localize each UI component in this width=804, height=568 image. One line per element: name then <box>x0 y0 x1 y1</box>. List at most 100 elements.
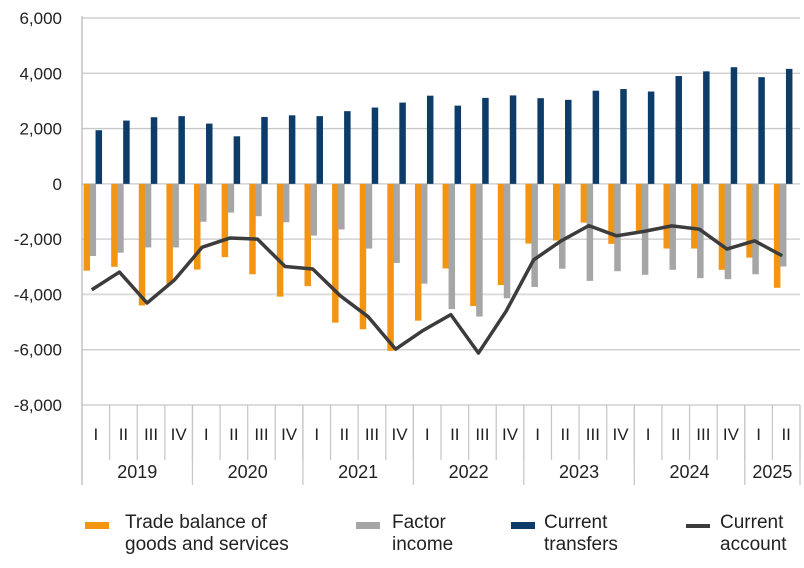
bar-current-transfers <box>288 115 296 184</box>
bar-current-transfers <box>482 97 489 184</box>
bar-factor-income <box>641 183 649 275</box>
x-tick-label-year: 2024 <box>670 462 710 482</box>
bar-trade-balance <box>442 183 450 269</box>
y-tick-label: -2,000 <box>14 230 62 249</box>
x-tick-label-year: 2025 <box>752 462 792 482</box>
x-tick-label-quarter: I <box>425 425 430 444</box>
bar-current-transfers <box>316 116 323 184</box>
bar-factor-income <box>724 183 732 280</box>
legend-label-current-transfers: Current transfers <box>544 512 618 555</box>
bar-factor-income <box>200 183 207 222</box>
y-tick-label: 6,000 <box>19 9 62 28</box>
bar-trade-balance <box>470 183 477 307</box>
x-tick-label-year: 2022 <box>449 462 489 482</box>
bar-trade-balance <box>332 183 339 323</box>
bar-trade-balance <box>83 183 91 271</box>
x-tick-label-quarter: III <box>144 425 158 444</box>
y-tick-label: 4,000 <box>19 64 62 83</box>
bar-current-transfers <box>454 105 462 184</box>
bar-current-transfers <box>178 116 185 184</box>
x-tick-label-year: 2021 <box>338 462 378 482</box>
x-tick-label-quarter: IV <box>723 425 740 444</box>
bar-factor-income <box>117 183 124 253</box>
y-tick-label: -8,000 <box>14 396 62 415</box>
bar-factor-income <box>227 183 235 213</box>
x-tick-label-quarter: III <box>475 425 489 444</box>
bar-factor-income <box>476 183 483 317</box>
x-tick-label-quarter: II <box>781 425 790 444</box>
bar-factor-income <box>779 183 787 267</box>
bar-current-transfers <box>371 107 379 184</box>
bar-current-transfers <box>620 89 627 184</box>
x-tick-label-quarter: I <box>314 425 319 444</box>
x-tick-label-quarter: II <box>450 425 459 444</box>
bar-factor-income <box>420 183 428 284</box>
x-tick-label-quarter: I <box>93 425 98 444</box>
x-tick-label-quarter: IV <box>281 425 298 444</box>
x-tick-label-quarter: I <box>646 425 651 444</box>
bar-current-transfers <box>233 136 241 184</box>
bar-trade-balance <box>525 183 532 244</box>
x-tick-label-year: 2019 <box>117 462 157 482</box>
bar-trade-balance <box>359 183 367 330</box>
bar-factor-income <box>310 183 317 236</box>
bar-trade-balance <box>580 183 588 223</box>
legend-swatch-current-account <box>686 524 710 528</box>
legend-swatch-trade-balance <box>85 522 109 529</box>
bar-current-transfers <box>565 99 572 184</box>
bar-factor-income <box>365 183 373 249</box>
bar-factor-income <box>448 183 456 310</box>
y-tick-label: -4,000 <box>14 285 62 304</box>
x-tick-label-quarter: I <box>756 425 761 444</box>
bar-factor-income <box>393 183 400 263</box>
bar-current-transfers <box>647 91 655 184</box>
x-tick-label-year: 2020 <box>228 462 268 482</box>
x-tick-label-quarter: III <box>586 425 600 444</box>
bar-factor-income <box>614 183 621 272</box>
x-tick-label-quarter: IV <box>392 425 409 444</box>
bar-current-transfers <box>206 123 213 184</box>
bar-trade-balance <box>773 183 781 288</box>
bar-trade-balance <box>608 183 615 244</box>
y-tick-label: 0 <box>53 175 62 194</box>
bar-trade-balance <box>194 183 201 270</box>
bar-trade-balance <box>497 183 505 286</box>
bar-current-transfers <box>509 95 517 184</box>
bar-trade-balance <box>663 183 670 249</box>
bar-trade-balance <box>718 183 726 270</box>
legend-swatch-current-transfers <box>511 522 535 529</box>
bar-current-transfers <box>703 71 710 184</box>
bar-trade-balance <box>221 183 229 258</box>
x-tick-label-quarter: II <box>561 425 570 444</box>
line-current-account <box>90 223 784 355</box>
x-tick-label-quarter: II <box>119 425 128 444</box>
bar-trade-balance <box>276 183 284 297</box>
bar-factor-income <box>338 183 345 230</box>
bar-factor-income <box>586 183 594 281</box>
bar-current-transfers <box>758 77 765 184</box>
bar-trade-balance <box>746 183 753 258</box>
x-tick-label-quarter: II <box>340 425 349 444</box>
bar-current-transfers <box>399 102 406 184</box>
bar-trade-balance <box>691 183 698 249</box>
x-tick-label-quarter: III <box>254 425 268 444</box>
bar-trade-balance <box>249 183 256 275</box>
bar-trade-balance <box>111 183 118 267</box>
legend-label-current-account: Current account <box>720 512 787 555</box>
y-tick-label: 2,000 <box>19 120 62 139</box>
bar-trade-balance <box>553 183 560 241</box>
bar-current-transfers <box>592 90 600 184</box>
bar-current-transfers <box>426 95 434 184</box>
x-tick-label-quarter: II <box>229 425 238 444</box>
bar-trade-balance <box>635 183 643 233</box>
bar-factor-income <box>752 183 759 275</box>
bar-factor-income <box>172 183 179 248</box>
bar-trade-balance <box>414 183 422 321</box>
bar-current-transfers <box>123 120 130 184</box>
x-tick-label-quarter: III <box>365 425 379 444</box>
y-tick-label: -6,000 <box>14 341 62 360</box>
bar-current-transfers <box>344 111 351 184</box>
x-tick-label-quarter: IV <box>171 425 188 444</box>
bar-factor-income <box>144 183 152 248</box>
